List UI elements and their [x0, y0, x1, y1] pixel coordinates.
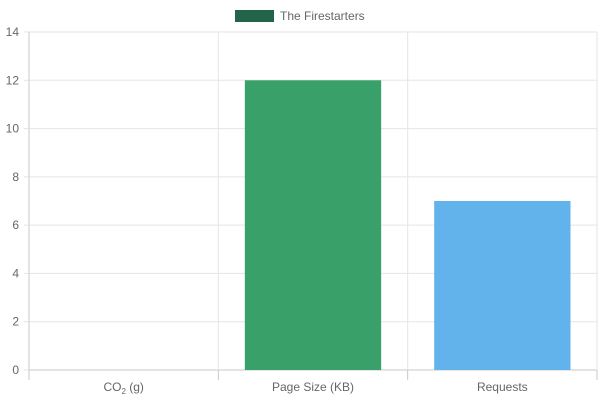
- legend-swatch[interactable]: [235, 10, 274, 22]
- legend[interactable]: The Firestarters: [235, 9, 365, 23]
- legend-label[interactable]: The Firestarters: [280, 9, 365, 23]
- axis-layer: 0 2 4 6 8 10 12 14 CO2 (g) Page Size (KB) Requests: [6, 25, 598, 396]
- x-tick-label: CO2 (g): [103, 380, 143, 396]
- bar[interactable]: [244, 80, 382, 371]
- y-tick-label: 2: [12, 315, 19, 329]
- bar[interactable]: [434, 201, 571, 370]
- y-tick-label: 8: [12, 170, 19, 184]
- x-tick-label: Page Size (KB): [272, 380, 354, 394]
- y-tick-label: 6: [12, 218, 19, 232]
- y-tick-label: 4: [12, 266, 19, 280]
- y-tick-label: 12: [6, 73, 20, 87]
- y-tick-label: 0: [12, 363, 19, 377]
- y-tick-label: 10: [6, 122, 20, 136]
- bar-layer: [244, 80, 571, 371]
- x-tick-label: Requests: [477, 380, 528, 394]
- y-tick-label: 14: [6, 25, 20, 39]
